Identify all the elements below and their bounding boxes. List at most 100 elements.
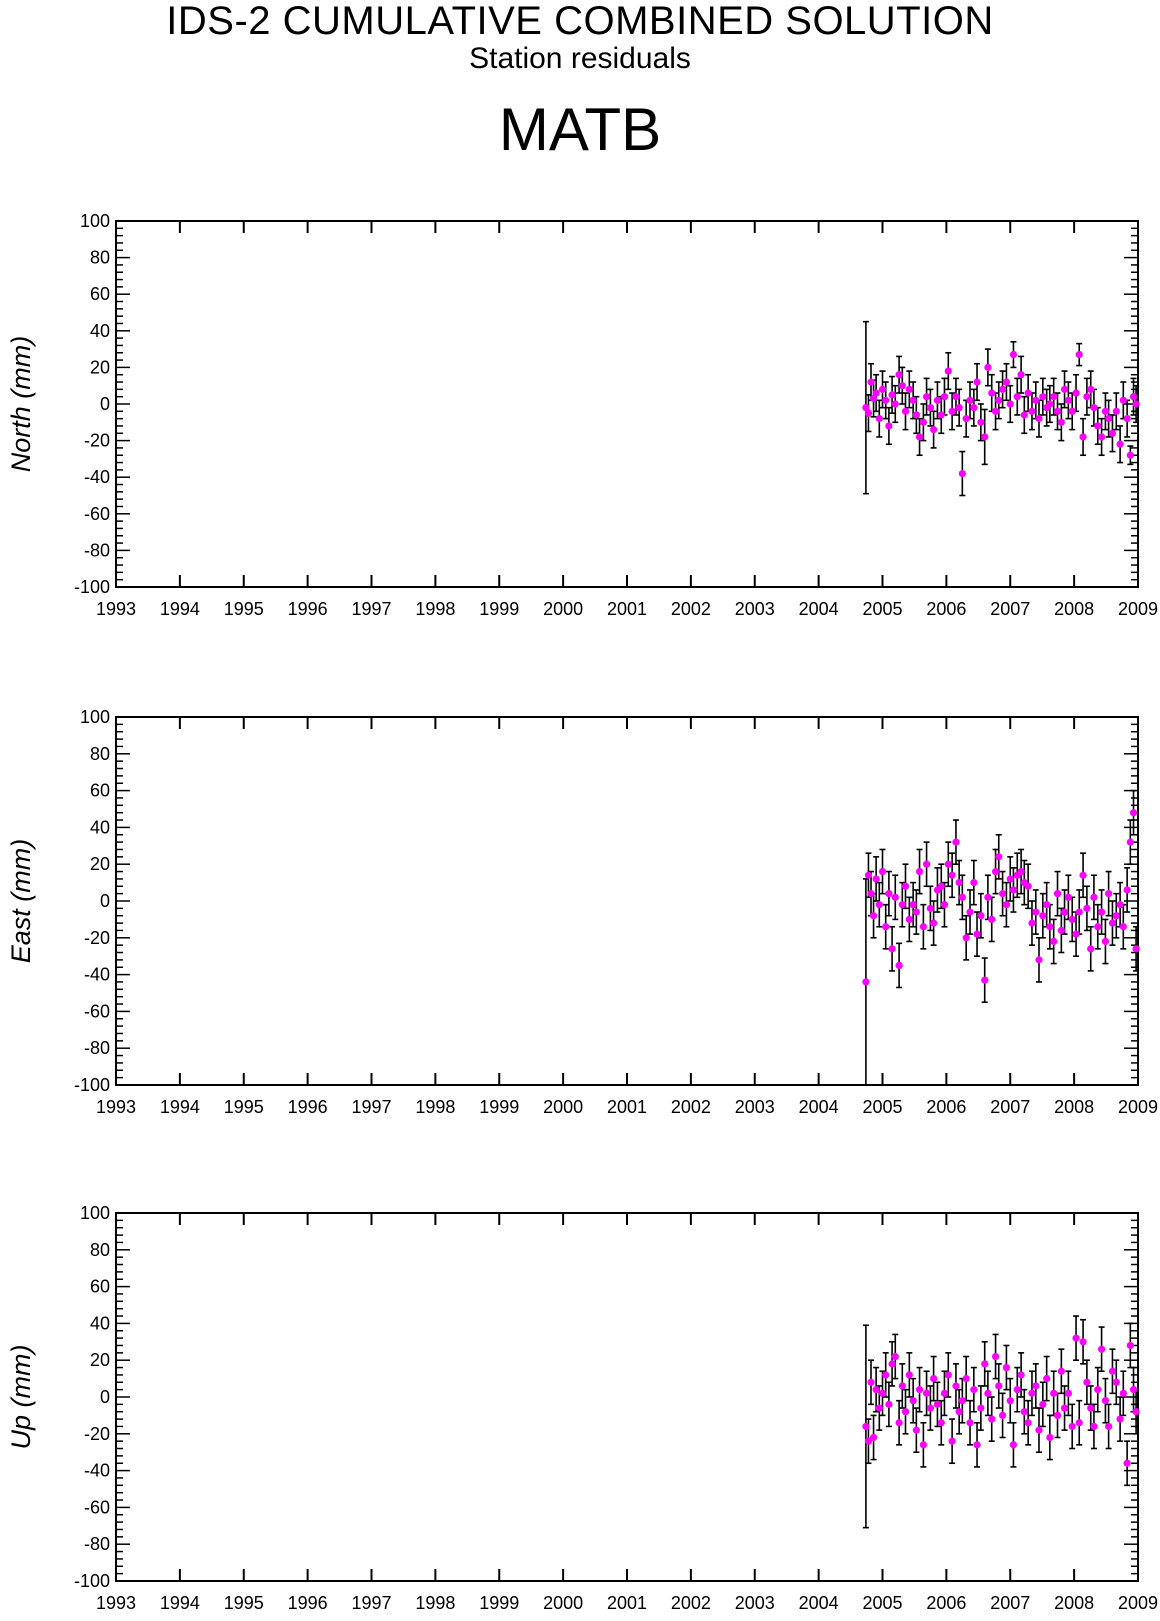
x-tick-label: 2003 xyxy=(735,599,775,619)
data-point xyxy=(952,1382,960,1390)
data-point xyxy=(1009,350,1018,359)
data-point xyxy=(1028,919,1036,927)
data-point xyxy=(1132,400,1140,408)
plot-frame xyxy=(115,716,1139,1086)
y-tick-label: -40 xyxy=(84,1461,110,1481)
y-tick-label: 80 xyxy=(90,1240,110,1260)
data-point xyxy=(933,1400,942,1408)
data-point xyxy=(981,976,989,984)
data-point xyxy=(944,860,952,868)
data-point xyxy=(1079,871,1087,879)
x-tick-label: 2004 xyxy=(799,1593,839,1613)
data-point xyxy=(1132,1408,1140,1416)
data-point xyxy=(958,893,966,901)
data-point xyxy=(1060,385,1069,393)
data-point xyxy=(930,919,938,927)
data-point xyxy=(898,382,906,390)
y-tick-label: -20 xyxy=(84,431,110,451)
data-point xyxy=(1090,1422,1098,1431)
data-point xyxy=(1028,1389,1036,1397)
data-point xyxy=(1057,418,1065,426)
x-tick-label: 1999 xyxy=(479,599,519,619)
data-point xyxy=(915,867,924,876)
data-point xyxy=(1043,1375,1051,1383)
data-point xyxy=(988,915,996,924)
data-point xyxy=(888,1360,896,1368)
data-point xyxy=(1035,956,1043,964)
data-point xyxy=(1068,915,1076,924)
data-point xyxy=(984,1389,992,1397)
data-point xyxy=(864,409,873,417)
x-tick-label: 2005 xyxy=(862,1097,902,1117)
data-point xyxy=(1006,1397,1014,1405)
data-point xyxy=(878,385,887,393)
data-point xyxy=(944,367,952,375)
data-point xyxy=(885,1400,893,1408)
data-point xyxy=(970,879,978,887)
x-tick-label: 2007 xyxy=(990,1593,1030,1613)
data-point xyxy=(1017,867,1025,876)
x-tick-label: 2009 xyxy=(1118,1593,1158,1613)
y-axis-label: Up (mm) xyxy=(6,1345,36,1450)
data-point xyxy=(1057,926,1065,935)
data-point xyxy=(984,363,992,371)
data-point xyxy=(1032,396,1040,404)
data-point xyxy=(970,404,978,412)
data-point xyxy=(895,1419,903,1427)
x-tick-label: 1998 xyxy=(415,1593,455,1613)
data-point xyxy=(1087,385,1095,393)
x-tick-label: 1996 xyxy=(288,1593,328,1613)
x-tick-label: 2006 xyxy=(926,599,966,619)
data-point xyxy=(1112,1378,1120,1386)
data-point xyxy=(1132,945,1140,953)
data-point xyxy=(1075,1419,1083,1427)
data-point xyxy=(952,393,960,401)
data-point xyxy=(1087,1404,1095,1412)
y-axis-label: North (mm) xyxy=(6,336,36,473)
data-point xyxy=(937,411,945,419)
x-tick-label: 2007 xyxy=(990,599,1030,619)
data-point xyxy=(905,385,913,393)
data-point xyxy=(1013,393,1021,401)
x-tick-label: 2009 xyxy=(1118,599,1158,619)
data-point xyxy=(977,1404,985,1412)
data-point xyxy=(1090,404,1098,412)
y-tick-label: -80 xyxy=(84,1534,110,1554)
x-tick-label: 2003 xyxy=(735,1593,775,1613)
data-point xyxy=(1020,411,1028,419)
data-point xyxy=(912,1426,920,1434)
data-point xyxy=(891,400,899,408)
data-point xyxy=(1075,908,1083,916)
data-point xyxy=(882,1371,890,1379)
y-tick-label: 40 xyxy=(90,321,110,341)
data-point xyxy=(940,1389,949,1397)
data-point xyxy=(909,1397,917,1405)
data-point xyxy=(1032,1382,1040,1390)
data-point xyxy=(1060,908,1069,916)
data-point xyxy=(1105,1422,1113,1431)
y-tick-label: -80 xyxy=(84,1038,110,1058)
data-point xyxy=(988,1415,996,1423)
data-point xyxy=(958,1397,966,1405)
data-point xyxy=(912,908,920,916)
chart-title: IDS-2 CUMULATIVE COMBINED SOLUTION xyxy=(166,0,994,43)
data-point xyxy=(922,860,931,868)
x-tick-label: 2006 xyxy=(926,1097,966,1117)
data-point xyxy=(1097,908,1106,916)
x-tick-label: 1999 xyxy=(479,1593,519,1613)
x-tick-label: 1999 xyxy=(479,1097,519,1117)
data-point xyxy=(1009,1441,1018,1449)
data-point xyxy=(872,1386,880,1394)
data-point xyxy=(926,904,935,912)
x-tick-label: 1993 xyxy=(96,1593,136,1613)
data-point xyxy=(864,871,873,879)
data-point xyxy=(948,871,956,879)
x-tick-label: 2008 xyxy=(1054,1593,1094,1613)
data-point xyxy=(952,838,960,846)
data-point xyxy=(919,418,927,426)
data-point xyxy=(1039,912,1047,920)
data-point xyxy=(919,1441,927,1449)
data-point xyxy=(864,1437,873,1445)
data-point xyxy=(1097,1345,1106,1353)
